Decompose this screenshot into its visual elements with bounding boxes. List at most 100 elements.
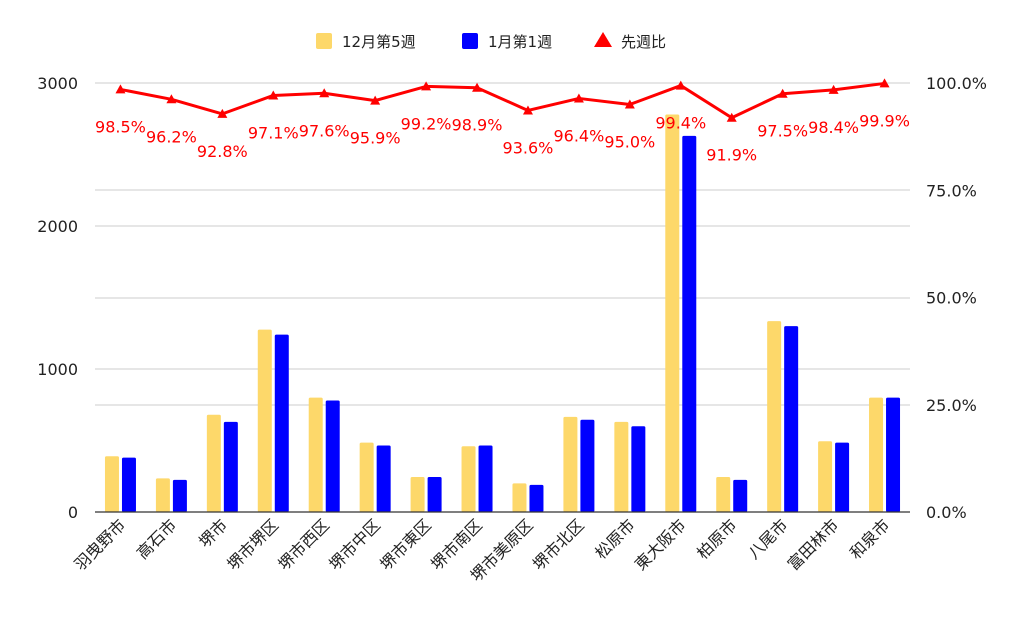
- right-tick-label: 100.0%: [926, 74, 987, 93]
- ratio-data-label: 98.4%: [808, 118, 859, 137]
- ratio-point-marker: [421, 81, 432, 91]
- ratio-point-marker: [217, 108, 228, 118]
- ratio-data-label: 98.5%: [95, 117, 146, 136]
- left-tick-label: 1000: [37, 360, 78, 379]
- category-label: 八尾市: [744, 515, 791, 562]
- ratio-data-label: 98.9%: [452, 116, 503, 135]
- bar-series1: [206, 414, 221, 512]
- ratio-point-marker: [319, 88, 330, 98]
- ratio-data-label: 93.6%: [503, 138, 554, 157]
- legend-label: 先週比: [621, 33, 666, 51]
- bar-series2: [325, 400, 340, 512]
- ratio-point-marker: [675, 80, 686, 90]
- bar-series2: [733, 479, 748, 512]
- bar-series1: [665, 114, 680, 513]
- category-label: 高石市: [133, 515, 180, 562]
- legend[interactable]: 12月第5週 1月第1週 先週比: [316, 32, 666, 51]
- ratio-point-marker: [472, 82, 483, 92]
- category-label: 堺市西区: [274, 515, 333, 574]
- category-label: 東大阪市: [631, 515, 690, 574]
- bar-series1: [869, 397, 884, 512]
- ratio-point-marker: [777, 88, 788, 98]
- category-label: 松原市: [591, 515, 638, 562]
- left-tick-label: 2000: [37, 217, 78, 236]
- bar-series2: [682, 135, 697, 512]
- ratio-point-marker: [115, 84, 126, 94]
- ratio-point-marker: [522, 105, 533, 115]
- legend-item[interactable]: 先週比: [594, 32, 666, 51]
- bar-series1: [767, 321, 782, 512]
- bar-series2: [427, 476, 442, 512]
- ratio-point-marker: [166, 94, 177, 104]
- bar-series2: [784, 326, 799, 512]
- category-label: 堺市北区: [529, 515, 588, 574]
- ratio-data-label: 92.8%: [197, 142, 248, 161]
- bar-series1: [308, 397, 323, 512]
- category-label: 羽曳野市: [71, 515, 130, 574]
- ratio-point-marker: [573, 93, 584, 103]
- bar-series2: [886, 397, 901, 512]
- ratio-point-marker: [268, 90, 279, 100]
- ratio-point-marker: [879, 78, 890, 88]
- legend-item[interactable]: 1月第1週: [462, 33, 552, 51]
- category-label: 堺市東区: [376, 515, 435, 574]
- ratio-data-label: 95.0%: [604, 132, 655, 151]
- bar-series1: [461, 446, 476, 512]
- ratio-line: [120, 81, 885, 120]
- left-tick-label: 0: [68, 503, 78, 522]
- category-label: 柏原市: [693, 515, 740, 562]
- right-axis-ticks: 0.0% 25.0% 50.0% 75.0% 100.0%: [926, 74, 987, 522]
- ratio-point-marker: [726, 112, 737, 122]
- bar-series: [104, 114, 901, 513]
- legend-swatch: [462, 33, 478, 49]
- category-label: 和泉市: [846, 515, 893, 562]
- bar-series2: [376, 445, 391, 512]
- ratio-data-label: 91.9%: [706, 146, 757, 165]
- bar-series2: [121, 457, 136, 512]
- ratio-data-label: 96.4%: [553, 126, 604, 145]
- legend-triangle-icon: [594, 32, 612, 47]
- legend-item[interactable]: 12月第5週: [316, 33, 416, 51]
- right-tick-label: 75.0%: [926, 181, 977, 200]
- ratio-data-label: 95.9%: [350, 129, 401, 148]
- ratio-data-label: 99.4%: [655, 114, 706, 133]
- right-tick-label: 50.0%: [926, 289, 977, 308]
- ratio-data-label: 97.1%: [248, 123, 299, 142]
- ratio-point-marker: [624, 99, 635, 109]
- bar-series2: [478, 445, 493, 512]
- bar-series1: [359, 442, 374, 512]
- bar-series1: [818, 441, 833, 512]
- ratio-data-label: 97.6%: [299, 121, 350, 140]
- ratio-data-label: 99.9%: [859, 111, 910, 130]
- bar-series1: [563, 416, 578, 512]
- left-axis-ticks: 0 1000 2000 3000: [37, 74, 78, 522]
- bar-series2: [580, 419, 595, 512]
- category-label: 富田林市: [784, 515, 843, 574]
- bar-series2: [529, 484, 544, 512]
- bar-series2: [223, 421, 238, 512]
- bar-series1: [257, 329, 272, 512]
- bar-series1: [410, 476, 425, 512]
- right-tick-label: 25.0%: [926, 396, 977, 415]
- category-label: 堺市中区: [325, 515, 384, 574]
- bar-series2: [274, 334, 289, 512]
- bar-series2: [835, 442, 850, 512]
- bar-series1: [716, 476, 731, 512]
- legend-label: 1月第1週: [488, 33, 552, 51]
- category-label: 堺市堺区: [223, 515, 282, 574]
- bar-series1: [512, 483, 527, 512]
- ratio-data-label: 96.2%: [146, 127, 197, 146]
- ratio-data-label: 99.2%: [401, 114, 452, 133]
- ratio-point-marker: [828, 84, 839, 94]
- bar-series1: [104, 456, 119, 512]
- bar-series1: [155, 478, 170, 512]
- ratio-point-marker: [370, 95, 381, 105]
- legend-swatch: [316, 33, 332, 49]
- ratio-data-label: 97.5%: [757, 122, 808, 141]
- line-series: 98.5%96.2%92.8%97.1% 97.6% 95.9%99.2% 98.9%…: [95, 78, 910, 165]
- right-tick-label: 0.0%: [926, 503, 967, 522]
- bar-series2: [631, 426, 646, 512]
- bar-series1: [614, 421, 629, 512]
